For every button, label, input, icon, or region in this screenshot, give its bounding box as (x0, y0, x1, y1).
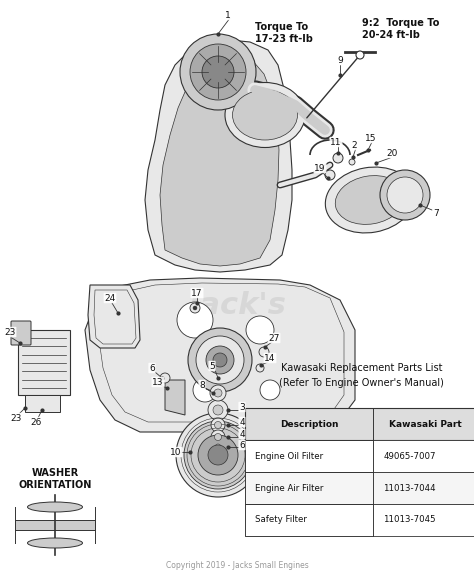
Text: 4: 4 (239, 429, 245, 439)
Text: WASHER
ORIENTATION: WASHER ORIENTATION (18, 468, 91, 490)
Circle shape (160, 373, 170, 383)
Circle shape (212, 441, 224, 453)
Polygon shape (25, 395, 60, 412)
Bar (245, 472, 373, 504)
Text: 6: 6 (239, 440, 245, 450)
Text: Engine Air Filter: Engine Air Filter (255, 483, 324, 493)
Text: 1: 1 (225, 10, 231, 20)
Polygon shape (88, 285, 140, 348)
Text: 15: 15 (365, 134, 377, 142)
Circle shape (387, 177, 423, 213)
Bar (245, 504, 474, 536)
Circle shape (380, 170, 430, 220)
Circle shape (208, 445, 228, 465)
Text: Kawasaki Replacement Parts List: Kawasaki Replacement Parts List (281, 363, 442, 373)
Circle shape (190, 44, 246, 100)
Text: Description: Description (280, 419, 338, 429)
Text: 11013-7045: 11013-7045 (383, 515, 436, 525)
Text: 27: 27 (268, 333, 280, 343)
Text: 8: 8 (199, 381, 205, 389)
Circle shape (333, 153, 343, 163)
Circle shape (180, 34, 256, 110)
Ellipse shape (335, 175, 405, 224)
Text: 11: 11 (330, 138, 342, 146)
Polygon shape (145, 40, 292, 272)
Circle shape (198, 435, 238, 475)
Text: 2: 2 (351, 141, 357, 149)
Text: 13: 13 (152, 378, 164, 386)
Ellipse shape (233, 90, 298, 140)
Circle shape (190, 303, 200, 313)
Text: Engine Oil Filter: Engine Oil Filter (255, 451, 323, 461)
Circle shape (215, 433, 221, 440)
Circle shape (206, 346, 234, 374)
Circle shape (211, 430, 225, 444)
Circle shape (256, 364, 264, 372)
Circle shape (259, 347, 269, 357)
Text: 26: 26 (30, 418, 42, 426)
Polygon shape (160, 56, 279, 266)
Circle shape (214, 389, 222, 397)
Text: 23: 23 (4, 328, 16, 336)
Circle shape (210, 385, 226, 401)
Text: 4: 4 (239, 418, 245, 426)
Text: 6: 6 (149, 364, 155, 372)
Text: Jack's: Jack's (188, 290, 286, 320)
Circle shape (188, 328, 252, 392)
Circle shape (202, 56, 234, 88)
Bar (245, 440, 373, 472)
Bar (245, 408, 474, 440)
Text: 20: 20 (386, 149, 398, 157)
Text: Torque To
17-23 ft-lb: Torque To 17-23 ft-lb (255, 22, 313, 44)
Ellipse shape (325, 167, 415, 233)
Bar (245, 504, 373, 536)
Circle shape (193, 378, 217, 402)
Circle shape (196, 336, 244, 384)
Text: Kawasaki Part: Kawasaki Part (389, 419, 462, 429)
Text: 5: 5 (209, 361, 215, 371)
Text: 7: 7 (433, 209, 439, 217)
Circle shape (325, 170, 335, 180)
Text: 19: 19 (314, 163, 326, 173)
Text: Safety Filter: Safety Filter (255, 515, 307, 525)
Circle shape (260, 380, 280, 400)
Text: (Refer To Engine Owner's Manual): (Refer To Engine Owner's Manual) (279, 378, 444, 388)
Polygon shape (165, 380, 185, 415)
Text: 23: 23 (10, 414, 22, 422)
Polygon shape (18, 330, 70, 395)
Text: 9: 9 (337, 56, 343, 64)
FancyBboxPatch shape (11, 321, 31, 345)
Circle shape (208, 400, 228, 420)
Bar (15, 520, 95, 530)
Circle shape (356, 51, 364, 59)
Text: 14: 14 (264, 353, 276, 363)
Circle shape (215, 444, 221, 450)
Circle shape (177, 302, 213, 338)
Text: 24: 24 (104, 293, 116, 303)
Text: 9:2  Torque To
20-24 ft-lb: 9:2 Torque To 20-24 ft-lb (362, 18, 439, 40)
Bar (245, 472, 474, 504)
Ellipse shape (27, 538, 82, 548)
Circle shape (349, 159, 355, 165)
Bar (245, 440, 474, 472)
Ellipse shape (225, 83, 305, 148)
Text: 17: 17 (191, 289, 203, 297)
Polygon shape (85, 278, 355, 432)
Circle shape (184, 421, 252, 489)
Circle shape (213, 353, 227, 367)
Circle shape (215, 421, 221, 429)
Text: 3: 3 (239, 403, 245, 411)
Text: 11013-7044: 11013-7044 (383, 483, 436, 493)
Circle shape (211, 418, 225, 432)
Circle shape (193, 306, 197, 310)
Text: 49065-7007: 49065-7007 (383, 451, 436, 461)
Circle shape (176, 413, 260, 497)
Text: 10: 10 (170, 447, 182, 457)
Circle shape (246, 316, 274, 344)
Text: Copyright 2019 - Jacks Small Engines: Copyright 2019 - Jacks Small Engines (165, 561, 309, 570)
Circle shape (213, 405, 223, 415)
Ellipse shape (27, 502, 82, 512)
Bar (245, 408, 373, 440)
